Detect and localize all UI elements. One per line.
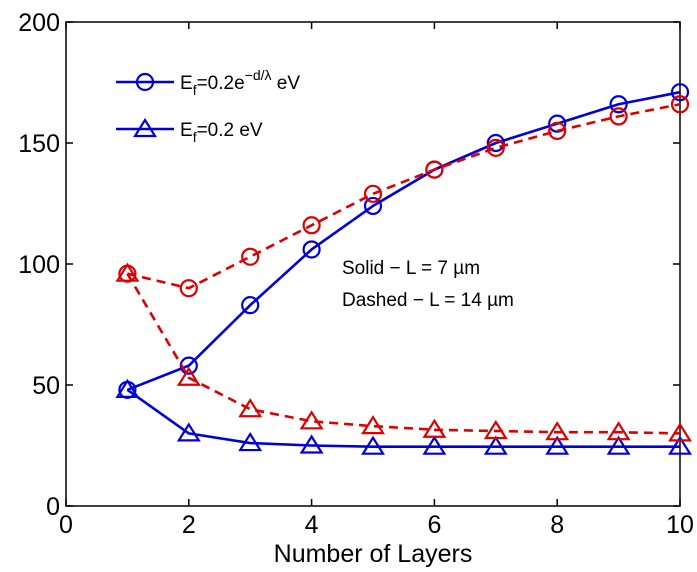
legend-label-main: E xyxy=(180,73,193,94)
data-point-circle xyxy=(179,279,198,298)
legend-label-mid: =0.2e xyxy=(197,73,245,94)
annotation-solid: Solid − L = 7 µm xyxy=(342,258,480,279)
data-point-circle xyxy=(363,184,383,203)
x-tick-label: 0 xyxy=(59,511,73,539)
legend-label-sub: f xyxy=(193,82,197,98)
series-line xyxy=(126,90,681,392)
series-1 xyxy=(118,95,690,298)
data-point-triangle xyxy=(606,421,631,441)
y-tick-label: 0 xyxy=(46,493,60,521)
data-point-circle xyxy=(241,296,260,315)
legend-label-mid: =0.2 eV xyxy=(197,120,263,141)
x-axis-label: Number of Layers xyxy=(274,540,473,568)
data-point-circle xyxy=(302,216,321,235)
data-point-triangle xyxy=(668,435,692,455)
annotation-dashed: Dashed − L = 14 µm xyxy=(342,290,514,311)
data-point-circle xyxy=(609,95,628,114)
data-point-triangle xyxy=(422,418,447,438)
x-tick-label: 10 xyxy=(666,511,694,539)
data-point-circle xyxy=(425,160,444,179)
data-point-triangle xyxy=(545,421,570,441)
legend-item: Ef=0.2e−d/λ eV xyxy=(116,67,300,98)
y-tick-label: 150 xyxy=(18,130,60,158)
data-point-circle xyxy=(486,138,505,157)
data-point-circle xyxy=(241,247,260,266)
y-tick-label: 50 xyxy=(32,372,60,400)
legend-label-sub: f xyxy=(193,129,197,145)
data-point-triangle xyxy=(361,435,385,455)
data-point-triangle xyxy=(606,435,631,455)
data-point-triangle xyxy=(238,398,263,418)
data-point-circle xyxy=(363,196,383,216)
series-line xyxy=(126,388,680,449)
x-tick-label: 4 xyxy=(305,511,319,539)
legend-label-tail: eV xyxy=(272,73,301,94)
data-point-triangle xyxy=(299,410,324,430)
data-point-triangle xyxy=(299,434,324,454)
series-line xyxy=(126,273,681,435)
legend-item: Ef=0.2 eV xyxy=(116,117,263,145)
legend-marker-circle xyxy=(135,72,155,92)
data-point-triangle xyxy=(483,435,508,455)
data-point-circle xyxy=(609,107,628,126)
data-point-circle xyxy=(670,83,690,102)
data-point-triangle xyxy=(238,432,263,452)
data-point-triangle xyxy=(176,422,201,442)
series-line xyxy=(127,103,681,290)
data-point-circle xyxy=(670,95,690,114)
x-tick-label: 2 xyxy=(182,511,196,539)
data-point-triangle xyxy=(115,262,140,282)
data-point-triangle xyxy=(483,419,508,440)
data-point-triangle xyxy=(361,415,385,435)
data-point-circle xyxy=(548,121,567,140)
legend-label: Ef=0.2 eV xyxy=(180,120,263,145)
data-point-triangle xyxy=(115,378,140,398)
series-2 xyxy=(115,378,692,455)
series-3 xyxy=(115,262,692,442)
legend-marker-triangle xyxy=(133,117,157,138)
data-point-circle xyxy=(548,114,567,133)
data-point-triangle xyxy=(176,366,201,386)
x-tick-label: 6 xyxy=(427,511,441,539)
series-layer xyxy=(115,83,692,455)
data-point-circle xyxy=(302,240,321,259)
legend-label-sup: −d/λ xyxy=(245,67,272,83)
legend-label-main: E xyxy=(180,120,193,141)
legend-label: Ef=0.2e−d/λ eV xyxy=(180,67,300,98)
plot-area xyxy=(65,21,681,507)
y-tick-label: 100 xyxy=(18,251,60,279)
data-point-triangle xyxy=(422,435,447,455)
y-tick-label: 200 xyxy=(18,9,60,37)
data-point-triangle xyxy=(545,435,570,455)
data-point-circle xyxy=(486,133,505,153)
data-point-triangle xyxy=(668,422,692,442)
x-tick-label: 8 xyxy=(550,511,564,539)
